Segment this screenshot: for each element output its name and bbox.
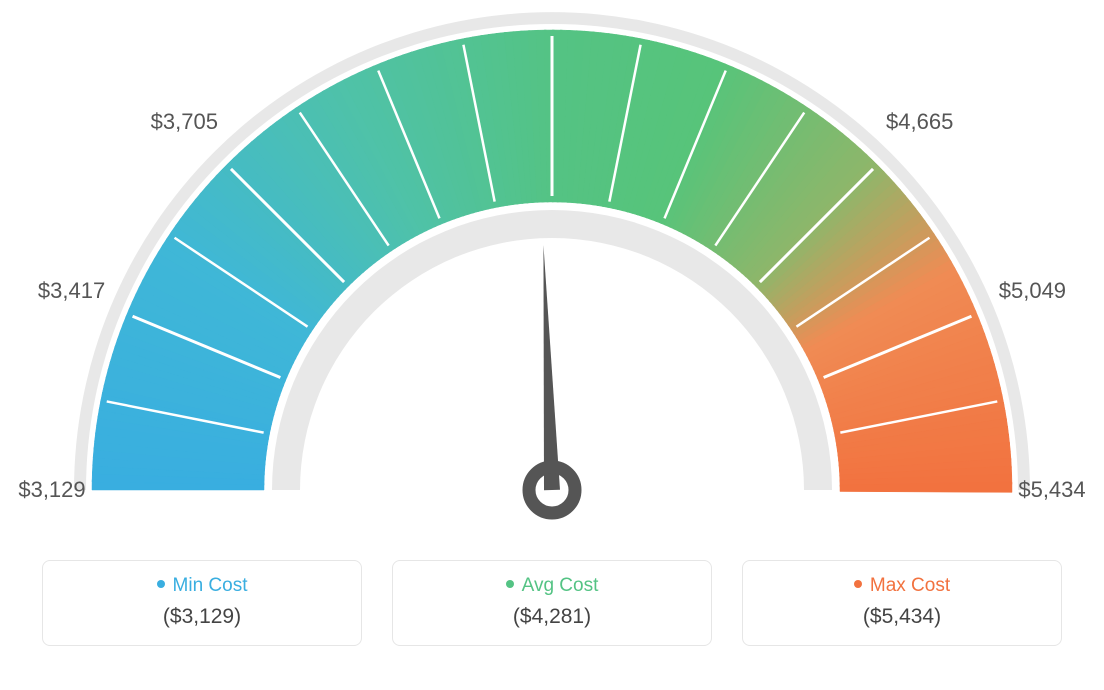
dot-icon xyxy=(854,580,862,588)
legend-row: Min Cost ($3,129) Avg Cost ($4,281) Max … xyxy=(0,560,1104,646)
legend-title-text: Max Cost xyxy=(870,575,950,596)
legend-title-avg: Avg Cost xyxy=(403,575,701,597)
legend-title-text: Avg Cost xyxy=(522,575,599,596)
legend-card-max: Max Cost ($5,434) xyxy=(742,560,1062,646)
legend-title-text: Min Cost xyxy=(173,575,248,596)
gauge-tick-label: $4,665 xyxy=(886,109,953,135)
gauge-tick-label: $5,049 xyxy=(999,278,1066,304)
legend-title-max: Max Cost xyxy=(753,575,1051,597)
legend-card-avg: Avg Cost ($4,281) xyxy=(392,560,712,646)
legend-value-avg: ($4,281) xyxy=(403,605,701,629)
legend-value-max: ($5,434) xyxy=(753,605,1051,629)
legend-value-min: ($3,129) xyxy=(53,605,351,629)
gauge-svg xyxy=(0,0,1104,540)
cost-gauge: $3,129$3,417$3,705$4,281$4,665$5,049$5,4… xyxy=(0,0,1104,540)
gauge-tick-label: $3,705 xyxy=(151,109,218,135)
gauge-tick-label: $5,434 xyxy=(1018,477,1085,503)
gauge-tick-label: $3,129 xyxy=(18,477,85,503)
legend-title-min: Min Cost xyxy=(53,575,351,597)
dot-icon xyxy=(157,580,165,588)
gauge-tick-label: $3,417 xyxy=(38,278,105,304)
legend-card-min: Min Cost ($3,129) xyxy=(42,560,362,646)
dot-icon xyxy=(506,580,514,588)
